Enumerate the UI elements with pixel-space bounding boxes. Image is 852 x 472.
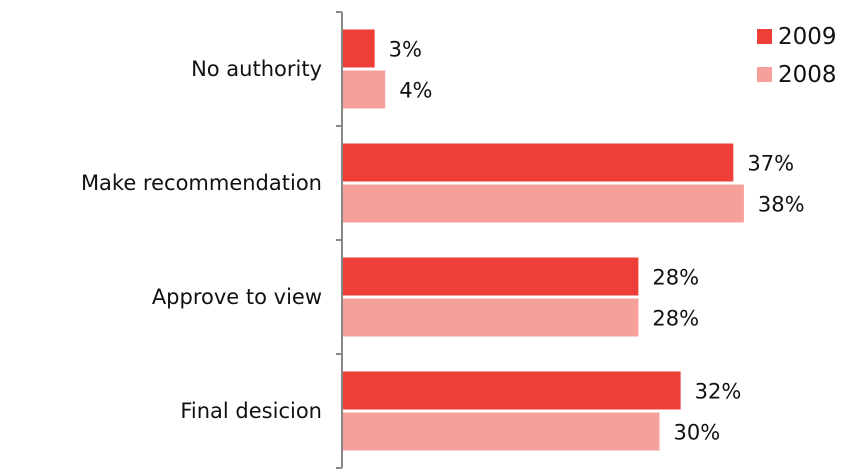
bar-2009-approve-to-view xyxy=(343,257,639,296)
data-label-2009-no-authority: 3% xyxy=(389,38,422,62)
bar-2009-no-authority xyxy=(343,29,375,68)
data-label-2008-no-authority: 4% xyxy=(399,79,432,103)
legend-label-2009: 2009 xyxy=(778,24,837,50)
legend: 2009 2008 xyxy=(757,24,837,88)
axis-layer xyxy=(336,11,343,469)
data-label-2009-approve-to-view: 28% xyxy=(652,266,699,290)
data-label-2008-make-recommendation: 38% xyxy=(758,193,805,217)
labels-layer: No authority 3% 4% Make recommendation 37% 38… xyxy=(81,38,805,445)
category-label-approve-to-view: Approve to view xyxy=(152,285,322,309)
data-label-2009-final-desicion: 32% xyxy=(695,380,742,404)
bar-2009-make-recommendation xyxy=(343,143,734,182)
bar-2008-approve-to-view xyxy=(343,298,639,337)
legend-swatch-2009 xyxy=(757,29,772,44)
category-label-no-authority: No authority xyxy=(191,57,322,81)
data-label-2008-final-desicion: 30% xyxy=(674,421,721,445)
bars-layer xyxy=(343,29,744,451)
bar-2008-make-recommendation xyxy=(343,184,744,223)
category-label-final-desicion: Final desicion xyxy=(180,399,322,423)
data-label-2008-approve-to-view: 28% xyxy=(652,307,699,331)
legend-swatch-2008 xyxy=(757,67,772,82)
bar-2009-final-desicion xyxy=(343,371,681,410)
legend-label-2008: 2008 xyxy=(778,62,837,88)
bar-2008-no-authority xyxy=(343,70,386,109)
bar-2008-final-desicion xyxy=(343,412,660,451)
data-label-2009-make-recommendation: 37% xyxy=(747,152,794,176)
category-label-make-recommendation: Make recommendation xyxy=(81,171,322,195)
